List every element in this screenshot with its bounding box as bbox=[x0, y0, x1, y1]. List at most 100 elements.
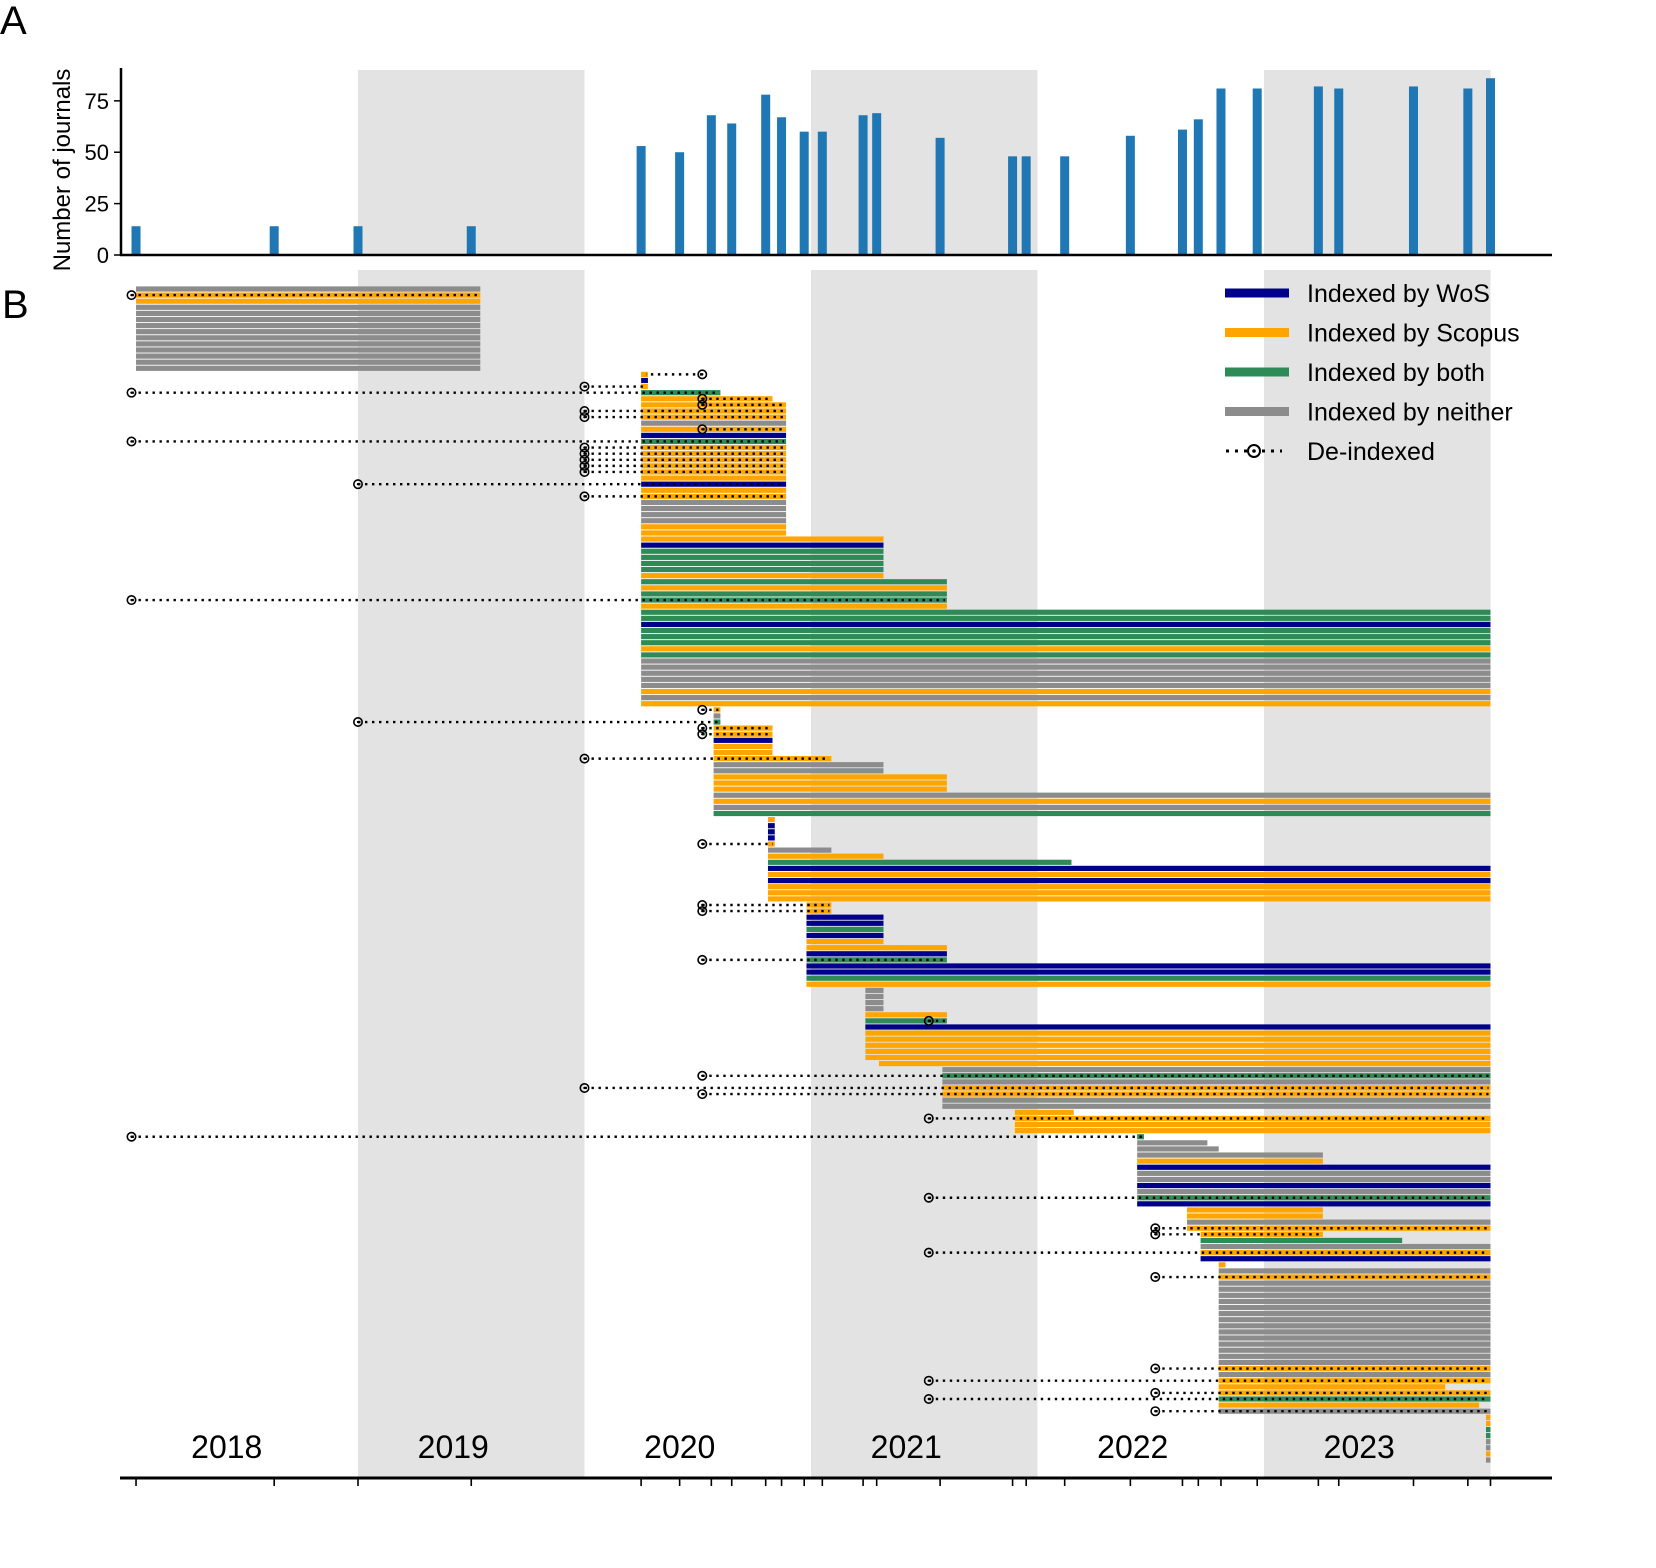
journal-bar-neither bbox=[641, 664, 1491, 670]
journal-bar-scopus bbox=[767, 817, 775, 823]
journal-bar-scopus bbox=[641, 451, 787, 457]
deindexed-marker bbox=[126, 1131, 137, 1142]
journal-bar-both bbox=[641, 652, 1491, 658]
deindexed-dot bbox=[1154, 1227, 1157, 1230]
journal-bar-both bbox=[942, 1073, 1491, 1079]
deindexed-marker bbox=[579, 448, 590, 459]
journal-bar-both bbox=[806, 975, 1491, 981]
deindexed-dot bbox=[927, 1251, 930, 1254]
journal-bar-scopus bbox=[641, 688, 1491, 695]
journal-bar-scopus bbox=[641, 573, 884, 579]
journal-bar-scopus bbox=[641, 402, 787, 408]
journal-bar-scopus bbox=[1200, 1250, 1491, 1256]
journal-bar-wos bbox=[767, 877, 1491, 884]
deindexed-dot bbox=[130, 293, 133, 297]
deindexed-marker bbox=[697, 399, 708, 410]
deindexed-dot bbox=[583, 385, 586, 388]
journal-bar-neither bbox=[1485, 1457, 1491, 1463]
journal-rows bbox=[136, 286, 1491, 1463]
journal-bar-neither bbox=[1218, 1304, 1491, 1311]
journal-bar-both bbox=[641, 579, 947, 585]
journal-bar-scopus bbox=[641, 487, 787, 493]
deindexed-dot bbox=[1154, 1410, 1157, 1413]
deindexed-marker bbox=[579, 442, 590, 453]
journal-bar-scopus bbox=[767, 853, 884, 859]
deindexed-marker bbox=[1150, 1229, 1161, 1240]
journal-bar-scopus bbox=[1014, 1109, 1074, 1115]
deindexed-marker bbox=[579, 412, 590, 423]
journal-bar-both bbox=[641, 597, 947, 603]
deindexed-marker bbox=[923, 1247, 934, 1258]
journal-bar-neither bbox=[136, 365, 481, 371]
bar bbox=[353, 226, 363, 255]
journal-bar-wos bbox=[767, 823, 775, 829]
journal-bar-scopus bbox=[865, 1048, 1491, 1054]
journal-bar-wos bbox=[806, 914, 884, 920]
bar bbox=[675, 152, 685, 255]
journal-bar-scopus bbox=[641, 444, 787, 451]
journal-bar-wos bbox=[1200, 1256, 1491, 1262]
journal-bar-scopus bbox=[806, 945, 947, 951]
journal-bar-scopus bbox=[767, 871, 1491, 878]
journal-bar-neither bbox=[1137, 1170, 1491, 1176]
deindexed-dot bbox=[130, 391, 133, 394]
journal-bar-wos bbox=[806, 920, 884, 926]
journal-bar-neither bbox=[1218, 1329, 1491, 1335]
journal-bar-scopus bbox=[641, 524, 787, 530]
legend-label-neither: Indexed by neither bbox=[1307, 399, 1513, 427]
journal-bar-both bbox=[641, 390, 721, 396]
deindexed-dot bbox=[927, 1117, 930, 1120]
deindexed-marker bbox=[923, 1015, 934, 1026]
journal-bar-neither bbox=[641, 420, 787, 426]
journal-bar-scopus bbox=[865, 1030, 1491, 1036]
deindexed-marker bbox=[126, 595, 137, 606]
journal-bar-scopus bbox=[641, 463, 787, 469]
journal-bar-both bbox=[865, 1018, 947, 1024]
bar bbox=[1313, 86, 1323, 255]
journal-bar-wos bbox=[1137, 1201, 1491, 1207]
deindexed-dot bbox=[1154, 1233, 1157, 1236]
deindexed-dot bbox=[701, 428, 704, 431]
journal-bar-neither bbox=[1137, 1146, 1219, 1152]
y-axis-title: Number of journals bbox=[49, 69, 76, 272]
bar bbox=[466, 226, 476, 255]
bar bbox=[1125, 135, 1135, 255]
journal-bar-scopus bbox=[806, 938, 884, 945]
journal-bar-scopus bbox=[713, 774, 947, 780]
journal-bar-neither bbox=[641, 505, 787, 512]
deindexed-dot bbox=[701, 397, 704, 400]
journal-bar-scopus bbox=[1014, 1128, 1491, 1134]
legend: Indexed by WoS Indexed by Scopus Indexed b… bbox=[1225, 280, 1520, 466]
legend-swatch-wos bbox=[1225, 288, 1289, 298]
bar bbox=[761, 94, 771, 256]
journal-bar-both bbox=[641, 609, 1491, 615]
deindexed-dot bbox=[701, 1092, 704, 1096]
journal-bar-scopus bbox=[767, 896, 1491, 902]
journal-bar-scopus bbox=[865, 1036, 1491, 1042]
journal-bar-neither bbox=[136, 316, 481, 323]
journal-bar-both bbox=[806, 957, 947, 963]
deindexed-marker bbox=[697, 723, 708, 734]
journal-bar-both bbox=[1200, 1237, 1403, 1244]
deindexed-dot bbox=[583, 452, 586, 455]
journal-bar-neither bbox=[1218, 1353, 1491, 1359]
journal-bar-scopus bbox=[641, 371, 648, 377]
journal-bar-neither bbox=[1218, 1408, 1491, 1414]
bar bbox=[1252, 88, 1262, 255]
bar bbox=[799, 131, 809, 255]
bar bbox=[872, 113, 882, 256]
journal-bar-scopus bbox=[1218, 1390, 1491, 1396]
journal-bar-scopus bbox=[1485, 1451, 1491, 1457]
year-label-2022: 2022 bbox=[1097, 1429, 1168, 1465]
journal-bar-neither bbox=[641, 676, 1491, 682]
journal-bar-neither bbox=[1200, 1243, 1491, 1250]
deindexed-dot bbox=[356, 720, 360, 724]
bar bbox=[935, 137, 945, 255]
journal-bar-wos bbox=[767, 835, 775, 841]
journal-bar-scopus bbox=[641, 426, 787, 432]
journal-bar-neither bbox=[713, 713, 721, 719]
year-band-a-2023 bbox=[1264, 70, 1491, 256]
deindexed-marker bbox=[1150, 1363, 1161, 1374]
journal-bar-neither bbox=[1137, 1152, 1323, 1158]
journal-bar-neither bbox=[641, 682, 1491, 689]
